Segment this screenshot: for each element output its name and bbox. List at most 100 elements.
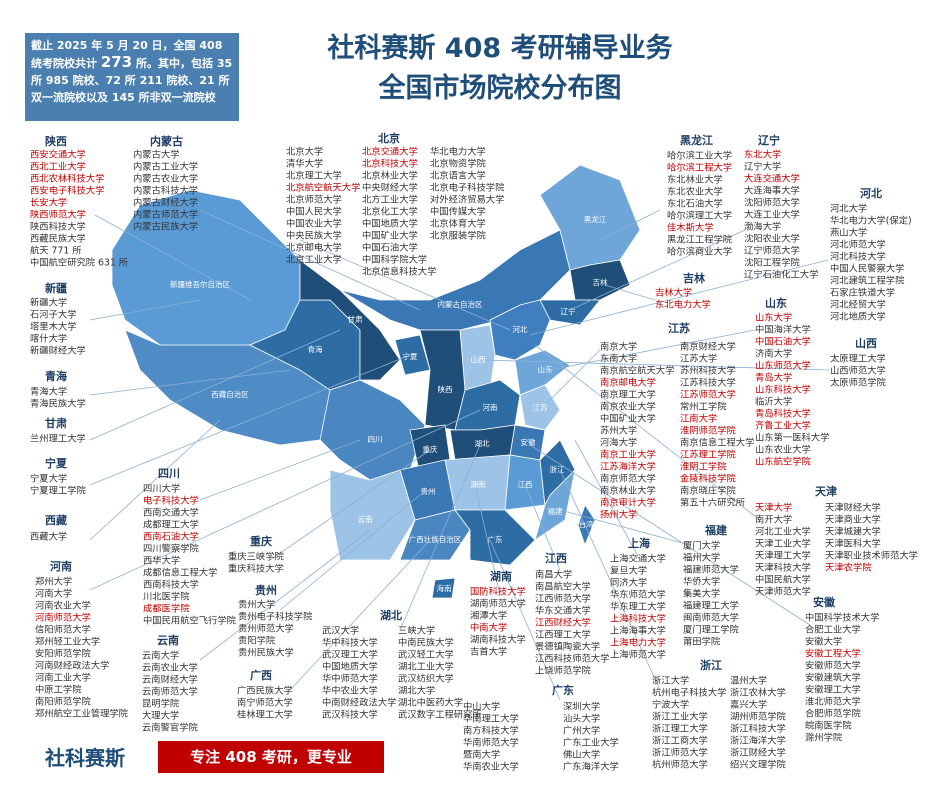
- school-name: 中南大学: [470, 621, 507, 633]
- school-name: 第五十六研究所: [680, 496, 745, 508]
- school-name: 湖北工业大学: [398, 660, 454, 672]
- school-name: 淮阴师范学院: [680, 424, 736, 436]
- school-name: 陕西师范大学: [30, 208, 86, 220]
- school-name: 天津工业大学: [755, 537, 811, 549]
- map-label: 内蒙古自治区: [438, 299, 483, 309]
- region-heading: 内蒙古: [150, 134, 183, 148]
- school-name: 浙江农林大学: [730, 686, 786, 698]
- school-name: 郑州轻工业大学: [35, 635, 100, 647]
- school-name: 西南石油大学: [143, 530, 199, 542]
- school-name: 江苏科技大学: [680, 376, 736, 388]
- school-name: 哈尔滨工程大学: [667, 161, 732, 173]
- map-label: 新疆维吾尔自治区: [170, 279, 230, 289]
- school-name: 北京科技大学: [362, 157, 418, 169]
- province-shape: [431, 577, 456, 599]
- school-name: 哈尔滨理工大学: [667, 209, 732, 221]
- map-label: 海南: [437, 583, 452, 593]
- school-name: 北京语言大学: [430, 169, 486, 181]
- school-name: 内蒙古大学: [133, 148, 180, 160]
- school-name: 湖南科技大学: [470, 633, 526, 645]
- region-heading: 云南: [157, 633, 179, 647]
- school-name: 中央民族大学: [286, 229, 342, 241]
- school-name: 河北经贸大学: [830, 298, 886, 310]
- school-name: 合肥工业大学: [805, 623, 861, 635]
- school-name: 湘潭大学: [470, 609, 507, 621]
- school-name: 中国石油大学: [362, 241, 418, 253]
- school-name: 江西科技师范大学: [535, 652, 609, 664]
- school-name: 大连工业大学: [744, 208, 800, 220]
- map-label: 江西: [518, 480, 533, 489]
- school-name: 华南农业大学: [463, 760, 519, 772]
- school-name: 中国矿业大学: [600, 412, 656, 424]
- map-label: 山西: [471, 354, 486, 364]
- school-name: 中国地质大学: [362, 217, 418, 229]
- school-name: 佛山大学: [563, 748, 600, 760]
- school-name: 华北电力大学(保定): [830, 214, 912, 226]
- school-name: 北方工业大学: [362, 193, 418, 205]
- region-heading: 四川: [158, 467, 180, 480]
- school-name: 厦门理工学院: [683, 623, 739, 635]
- school-name: 东南大学: [600, 352, 637, 364]
- map-label: 青海: [308, 344, 323, 354]
- school-name: 上海电力大学: [610, 636, 666, 648]
- school-name: 中国民航大学: [755, 573, 811, 585]
- school-name: 南方科技大学: [463, 724, 519, 736]
- region-heading: 上海: [628, 536, 650, 550]
- school-name: 浙江理工大学: [652, 722, 708, 734]
- school-name: 江西理工大学: [535, 628, 591, 640]
- school-name: 西南科技大学: [143, 578, 199, 590]
- school-name: 佳木斯大学: [667, 221, 714, 233]
- school-name: 武汉理工大学: [322, 648, 378, 660]
- school-name: 山东科技大学: [755, 383, 811, 395]
- school-name: 安徽工程大学: [805, 647, 861, 659]
- province-shape: [394, 334, 431, 376]
- school-name: 上海师范大学: [610, 648, 666, 660]
- school-name: 中国矿业大学: [362, 229, 418, 241]
- school-name: 华南理工大学: [463, 712, 519, 724]
- school-name: 太原理工大学: [830, 352, 886, 364]
- school-name: 中国农业大学: [286, 217, 342, 229]
- map-label: 甘肃: [348, 314, 363, 324]
- school-name: 华中师范大学: [322, 672, 378, 684]
- school-name: 浙江财经大学: [730, 746, 786, 758]
- school-name: 石河子大学: [30, 308, 77, 320]
- school-name: 厦门大学: [683, 539, 720, 551]
- school-name: 福建理工大学: [683, 599, 739, 611]
- school-name: 河北大学: [830, 202, 867, 214]
- school-name: 山东第一医科大学: [755, 431, 829, 443]
- school-name: 广州大学: [563, 724, 600, 736]
- school-name: 内蒙古工业大学: [133, 160, 198, 172]
- school-name: 河北工业大学: [755, 525, 811, 537]
- region-heading: 山西: [855, 336, 877, 350]
- school-name: 齐鲁工业大学: [755, 419, 811, 431]
- map-label: 四川: [368, 435, 383, 444]
- school-name: 河南工业大学: [35, 671, 91, 683]
- school-name: 西藏民族大学: [30, 232, 86, 244]
- map-label: 陕西: [438, 384, 453, 394]
- school-name: 江苏理工学院: [680, 448, 736, 460]
- province-shape: [399, 509, 471, 561]
- school-name: 国防科技大学: [470, 585, 526, 597]
- map-label: 贵州: [421, 486, 436, 496]
- school-name: 南京邮电大学: [600, 376, 656, 388]
- school-name: 云南师范大学: [142, 685, 198, 697]
- school-name: 安徽建筑大学: [805, 671, 861, 683]
- school-name: 南京工业大学: [600, 448, 656, 460]
- school-name: 安阳师范学院: [35, 647, 91, 659]
- region-heading: 安徽: [813, 595, 836, 609]
- school-name: 景德镇陶瓷大学: [535, 640, 600, 652]
- school-name: 河南师范大学: [35, 611, 91, 623]
- school-name: 宁夏大学: [30, 472, 67, 484]
- province-shape: [577, 504, 596, 547]
- school-name: 江苏海洋大学: [600, 460, 656, 472]
- school-name: 南京理工大学: [600, 388, 656, 400]
- school-name: 南京农业大学: [600, 400, 656, 412]
- school-name: 中国科学院大学: [362, 253, 427, 265]
- school-name: 浙江科技大学: [730, 722, 786, 734]
- school-name: 燕山大学: [830, 226, 867, 238]
- school-name: 北京电子科技学院: [430, 181, 504, 193]
- school-name: 湖州师范学院: [730, 710, 786, 722]
- school-name: 兰州理工大学: [30, 432, 86, 444]
- school-name: 北京林业大学: [362, 169, 418, 181]
- school-name: 成都信息工程大学: [143, 566, 217, 578]
